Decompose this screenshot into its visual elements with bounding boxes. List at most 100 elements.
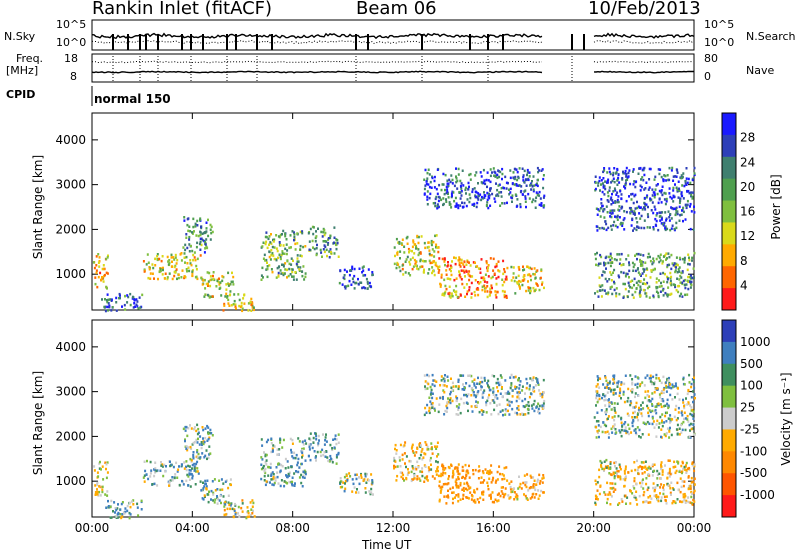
velocity-cell <box>177 468 180 471</box>
velocity-cell <box>144 469 147 473</box>
power-cell <box>667 210 670 213</box>
velocity-cell <box>532 476 535 479</box>
power-cell <box>657 201 660 205</box>
velocity-cell <box>457 380 460 383</box>
velocity-cell <box>457 470 459 473</box>
power-cell <box>398 240 401 244</box>
power-cell <box>479 280 482 284</box>
velocity-cell <box>213 478 216 481</box>
power-cell <box>464 188 467 192</box>
nave-label: Nave <box>746 64 775 77</box>
velocity-cell <box>661 469 664 472</box>
velocity-cell <box>524 397 527 401</box>
velocity-cell <box>440 472 443 476</box>
power-cell <box>190 263 193 267</box>
power-cell <box>496 176 499 180</box>
power-cell <box>605 267 607 270</box>
power-cell <box>629 286 632 289</box>
velocity-cell <box>184 426 187 429</box>
power-cell <box>284 247 287 251</box>
velocity-cell <box>620 397 622 400</box>
power-cell <box>614 201 617 204</box>
velocity-cell <box>530 392 533 396</box>
power-cell <box>528 273 531 276</box>
velocity-cell <box>196 449 199 452</box>
velocity-cell <box>677 387 679 390</box>
velocity-cell <box>610 401 613 404</box>
power-cell <box>315 253 318 257</box>
velocity-cell <box>660 421 663 424</box>
power-colorbar-segment <box>722 200 736 223</box>
power-cell <box>272 238 274 242</box>
power-cell <box>417 253 420 257</box>
power-cell <box>103 306 106 309</box>
power-cell <box>418 251 421 255</box>
velocity-cell <box>249 501 252 504</box>
velocity-cell <box>428 374 431 378</box>
velocity-cell <box>302 447 305 450</box>
velocity-cell <box>497 389 499 393</box>
velocity-cell <box>130 500 133 503</box>
power-cell <box>609 264 612 268</box>
power-cell <box>311 239 314 243</box>
power-cell <box>450 206 453 209</box>
power-cell <box>315 230 317 233</box>
power-cell <box>459 275 462 279</box>
power-cell <box>642 206 645 209</box>
velocity-cell <box>128 516 131 520</box>
velocity-cell <box>182 483 185 486</box>
power-cell <box>604 256 607 260</box>
velocity-cell <box>457 413 460 416</box>
velocity-cell <box>638 428 641 432</box>
velocity-cell <box>442 384 445 387</box>
power-cell <box>639 253 642 256</box>
velocity-cell <box>671 501 674 505</box>
velocity-cell <box>267 438 270 442</box>
velocity-cell <box>488 386 491 389</box>
velocity-cell <box>623 469 626 473</box>
velocity-cell <box>537 497 540 500</box>
velocity-cell <box>329 443 332 447</box>
velocity-cell <box>689 487 692 490</box>
velocity-cell <box>264 471 267 475</box>
power-cell <box>640 178 642 181</box>
power-cell <box>170 256 173 259</box>
velocity-cell <box>677 462 680 465</box>
velocity-cell <box>476 382 479 385</box>
power-cell <box>348 273 351 277</box>
velocity-cell <box>658 393 661 396</box>
velocity-cell <box>436 445 439 448</box>
power-cell <box>538 203 541 207</box>
power-cell <box>689 205 691 208</box>
power-cell <box>183 252 186 255</box>
velocity-cell <box>693 469 696 473</box>
power-cell <box>523 274 526 277</box>
velocity-cell <box>154 461 157 464</box>
power-cell <box>278 253 281 256</box>
power-cell <box>613 280 615 284</box>
power-cell <box>188 238 191 241</box>
velocity-cell <box>190 427 193 430</box>
velocity-cell <box>690 495 693 499</box>
power-cell <box>625 199 628 203</box>
power-cell <box>664 225 667 228</box>
power-cell <box>437 267 440 270</box>
velocity-cell <box>461 476 464 479</box>
velocity-cell <box>477 376 479 380</box>
power-cell <box>396 253 399 256</box>
power-cell <box>276 266 279 270</box>
velocity-cell <box>445 502 448 505</box>
power-cell <box>458 272 461 276</box>
velocity-cell <box>651 403 653 406</box>
velocity-cell <box>432 379 435 382</box>
power-cell <box>324 240 327 243</box>
velocity-cell <box>647 496 650 499</box>
power-cell <box>497 170 500 173</box>
power-cell <box>364 286 367 290</box>
velocity-cell <box>151 483 154 486</box>
velocity-cell <box>633 477 636 480</box>
velocity-cell <box>662 488 665 492</box>
power-cell <box>443 294 446 297</box>
velocity-cell <box>503 477 506 481</box>
power-cell <box>288 262 291 266</box>
